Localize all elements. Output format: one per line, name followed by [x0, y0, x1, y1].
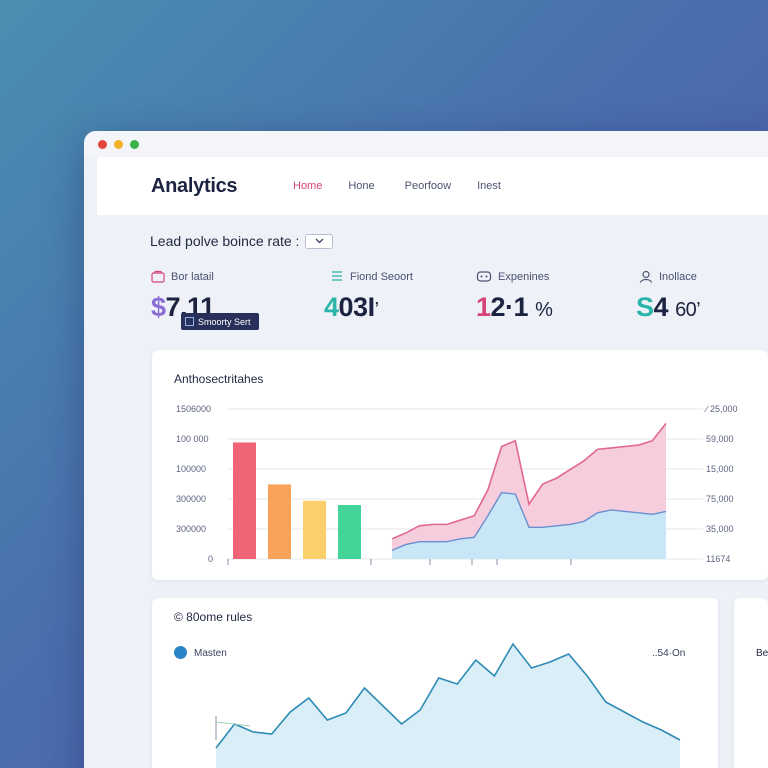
tooltip-text: Smoorty Sert [198, 316, 251, 327]
right-tick-label: 11674 [706, 554, 731, 564]
kpi-accent-4: S [636, 292, 654, 322]
right-tick-label: 15,000 [706, 464, 734, 474]
line-series-2 [391, 491, 667, 551]
nav-item-home[interactable]: Home [293, 180, 323, 192]
nav-item-hone[interactable]: Hone [348, 180, 375, 192]
chevron-down-icon [315, 238, 324, 244]
cart-icon [476, 271, 492, 282]
filter-row: Lead polve boince rate : [150, 233, 334, 249]
kpi-value-2: 403І’ [324, 292, 413, 323]
bar-3 [303, 500, 326, 559]
kpi-accent-1: $ [151, 292, 166, 322]
kpi-accent-3: 1 [476, 292, 491, 322]
left-tick-label: 100000 [176, 464, 207, 474]
maximize-window-dot[interactable] [130, 139, 139, 149]
nav-item-peorfoow[interactable]: Peorfoow [404, 180, 452, 192]
bar-1 [233, 442, 256, 559]
title-bar [84, 131, 768, 157]
bag-icon [151, 270, 165, 283]
left-tick-label: 0 [208, 554, 214, 564]
bar-2 [268, 484, 291, 559]
app-title: Analytics [151, 174, 238, 197]
right-tick-label: 59,000 [706, 434, 734, 444]
kpi-value-3: 12·1 % [476, 292, 553, 323]
reference-line [215, 721, 251, 727]
kpi-card-3: Expenines 12·1 % [476, 270, 553, 323]
kpi-value-4: S4 60’ [636, 292, 701, 323]
kpi-number-3: 2·1 [490, 292, 529, 322]
kpi-label-3: Expenines [498, 270, 550, 283]
kpi-tail-3: % [535, 299, 553, 321]
tooltip: Smoorty Sert [181, 313, 259, 330]
right-tick-label: 75,000 [706, 494, 734, 504]
kpi-tail-4: 60’ [675, 299, 701, 321]
kpi-label-2: Fiond Seoort [350, 270, 413, 283]
left-tick-label: 100 000 [176, 434, 209, 444]
kpi-card-2: Fiond Seoort 403І’ [324, 270, 413, 323]
square-icon [185, 317, 194, 326]
line-series-1 [391, 422, 667, 540]
left-tick-label: 300000 [176, 524, 207, 534]
left-tick-label: 300000 [176, 494, 207, 504]
kpi-number-4: 4 [653, 292, 669, 322]
bar-4 [338, 505, 361, 559]
user-icon [639, 270, 653, 283]
secondary-area [216, 644, 680, 768]
list-icon [332, 271, 342, 281]
kpi-card-4: Inollace S4 60’ [636, 270, 701, 323]
kpi-tail-2: ’ [374, 299, 379, 321]
kpi-number-2: 03І [338, 292, 376, 322]
area-series-2 [392, 492, 666, 559]
side-card-label: Bes [756, 648, 768, 659]
right-tick-label: ∕ 25,000 [706, 404, 738, 414]
filter-select[interactable] [305, 233, 334, 249]
filter-label: Lead polve boince rate : [150, 233, 300, 249]
kpi-accent-2: 4 [324, 292, 339, 322]
minimize-window-dot[interactable] [114, 139, 123, 149]
secondary-chart-title: © 80ome rules [174, 610, 253, 624]
main-nav: Home Hone Peorfoow Inest [293, 180, 527, 192]
main-chart-title: Anthosectritahes [174, 372, 264, 386]
legend-dot-masten [174, 646, 187, 659]
kpi-label-1: Bor latail [171, 270, 214, 283]
left-tick-label: 1506000 [176, 404, 212, 414]
secondary-line-masten [215, 642, 681, 749]
right-tick-label: 35,000 [706, 524, 734, 534]
nav-item-inest[interactable]: Inest [477, 180, 501, 192]
legend-label-masten: Masten [194, 648, 227, 659]
secondary-right-label: ..54·On [652, 648, 686, 659]
side-card: Bes [734, 598, 768, 768]
kpi-label-4: Inollace [659, 270, 697, 283]
app-header: Analytics Home Hone Peorfoow Inest [97, 157, 768, 215]
close-window-dot[interactable] [98, 139, 107, 149]
